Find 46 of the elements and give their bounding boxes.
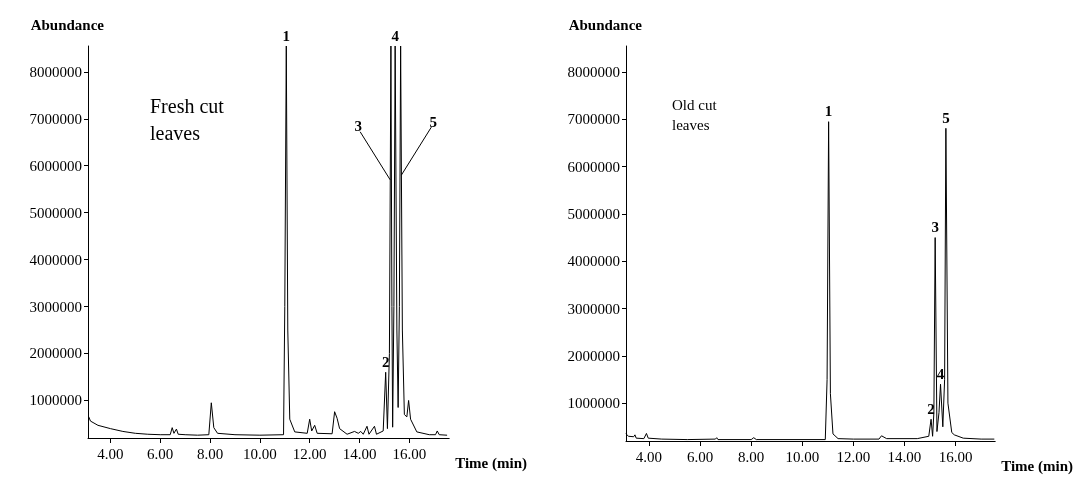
- y-tick-label: 1000000: [567, 395, 620, 412]
- annotation: 3: [931, 219, 939, 236]
- x-axis-title: Time (min): [1001, 458, 1074, 475]
- y-tick-label: 2000000: [567, 347, 620, 364]
- x-axis-title: Time (min): [455, 455, 528, 472]
- y-tick-label: 4000000: [29, 251, 82, 268]
- x-tick-label: 6.00: [147, 445, 174, 462]
- annotation: 4: [936, 365, 945, 382]
- x-tick-label: 8.00: [738, 448, 765, 465]
- x-tick-label: 14.00: [887, 448, 922, 465]
- y-tick-label: 4000000: [567, 253, 620, 270]
- x-tick-label: 16.00: [392, 445, 427, 462]
- y-tick-label: 1000000: [29, 392, 82, 409]
- x-tick-label: 10.00: [243, 445, 277, 462]
- x-tick-label: 4.00: [97, 445, 124, 462]
- y-tick-label: 3000000: [29, 298, 82, 315]
- y-tick-label: 5000000: [567, 205, 620, 222]
- annotation: 5: [942, 109, 950, 126]
- x-tick-label: 4.00: [635, 448, 663, 465]
- x-tick-label: 6.00: [686, 448, 714, 465]
- annotation: 3: [354, 118, 362, 135]
- y-tick-label: 2000000: [29, 345, 82, 362]
- y-tick-label: 3000000: [567, 300, 620, 317]
- annotation: 2: [381, 353, 390, 370]
- x-tick-label: 14.00: [342, 445, 377, 462]
- y-tick-label: 6000000: [567, 158, 620, 175]
- y-tick-label: 7000000: [567, 111, 620, 128]
- annotation: 2: [927, 400, 935, 417]
- y-axis-title: Abundance: [30, 16, 105, 33]
- y-tick-label: 8000000: [29, 63, 82, 80]
- x-tick-label: 8.00: [196, 445, 224, 462]
- y-tick-label: 5000000: [29, 204, 82, 221]
- y-tick-label: 8000000: [567, 64, 620, 81]
- y-tick-label: 6000000: [29, 157, 82, 174]
- annotation: 5: [429, 113, 438, 130]
- y-tick-label: 7000000: [29, 110, 82, 127]
- x-tick-label: 10.00: [785, 448, 820, 465]
- y-axis-title: Abundance: [568, 16, 643, 33]
- annotation: Old cut leaves: [672, 97, 721, 134]
- annotation: 4: [391, 27, 400, 44]
- x-tick-label: 16.00: [938, 448, 973, 465]
- annotation: 1: [824, 103, 833, 120]
- annotation: Fresh cut leaves: [150, 94, 229, 144]
- x-tick-label: 12.00: [292, 445, 327, 462]
- x-tick-label: 12.00: [836, 448, 871, 465]
- annotation: 1: [282, 27, 291, 44]
